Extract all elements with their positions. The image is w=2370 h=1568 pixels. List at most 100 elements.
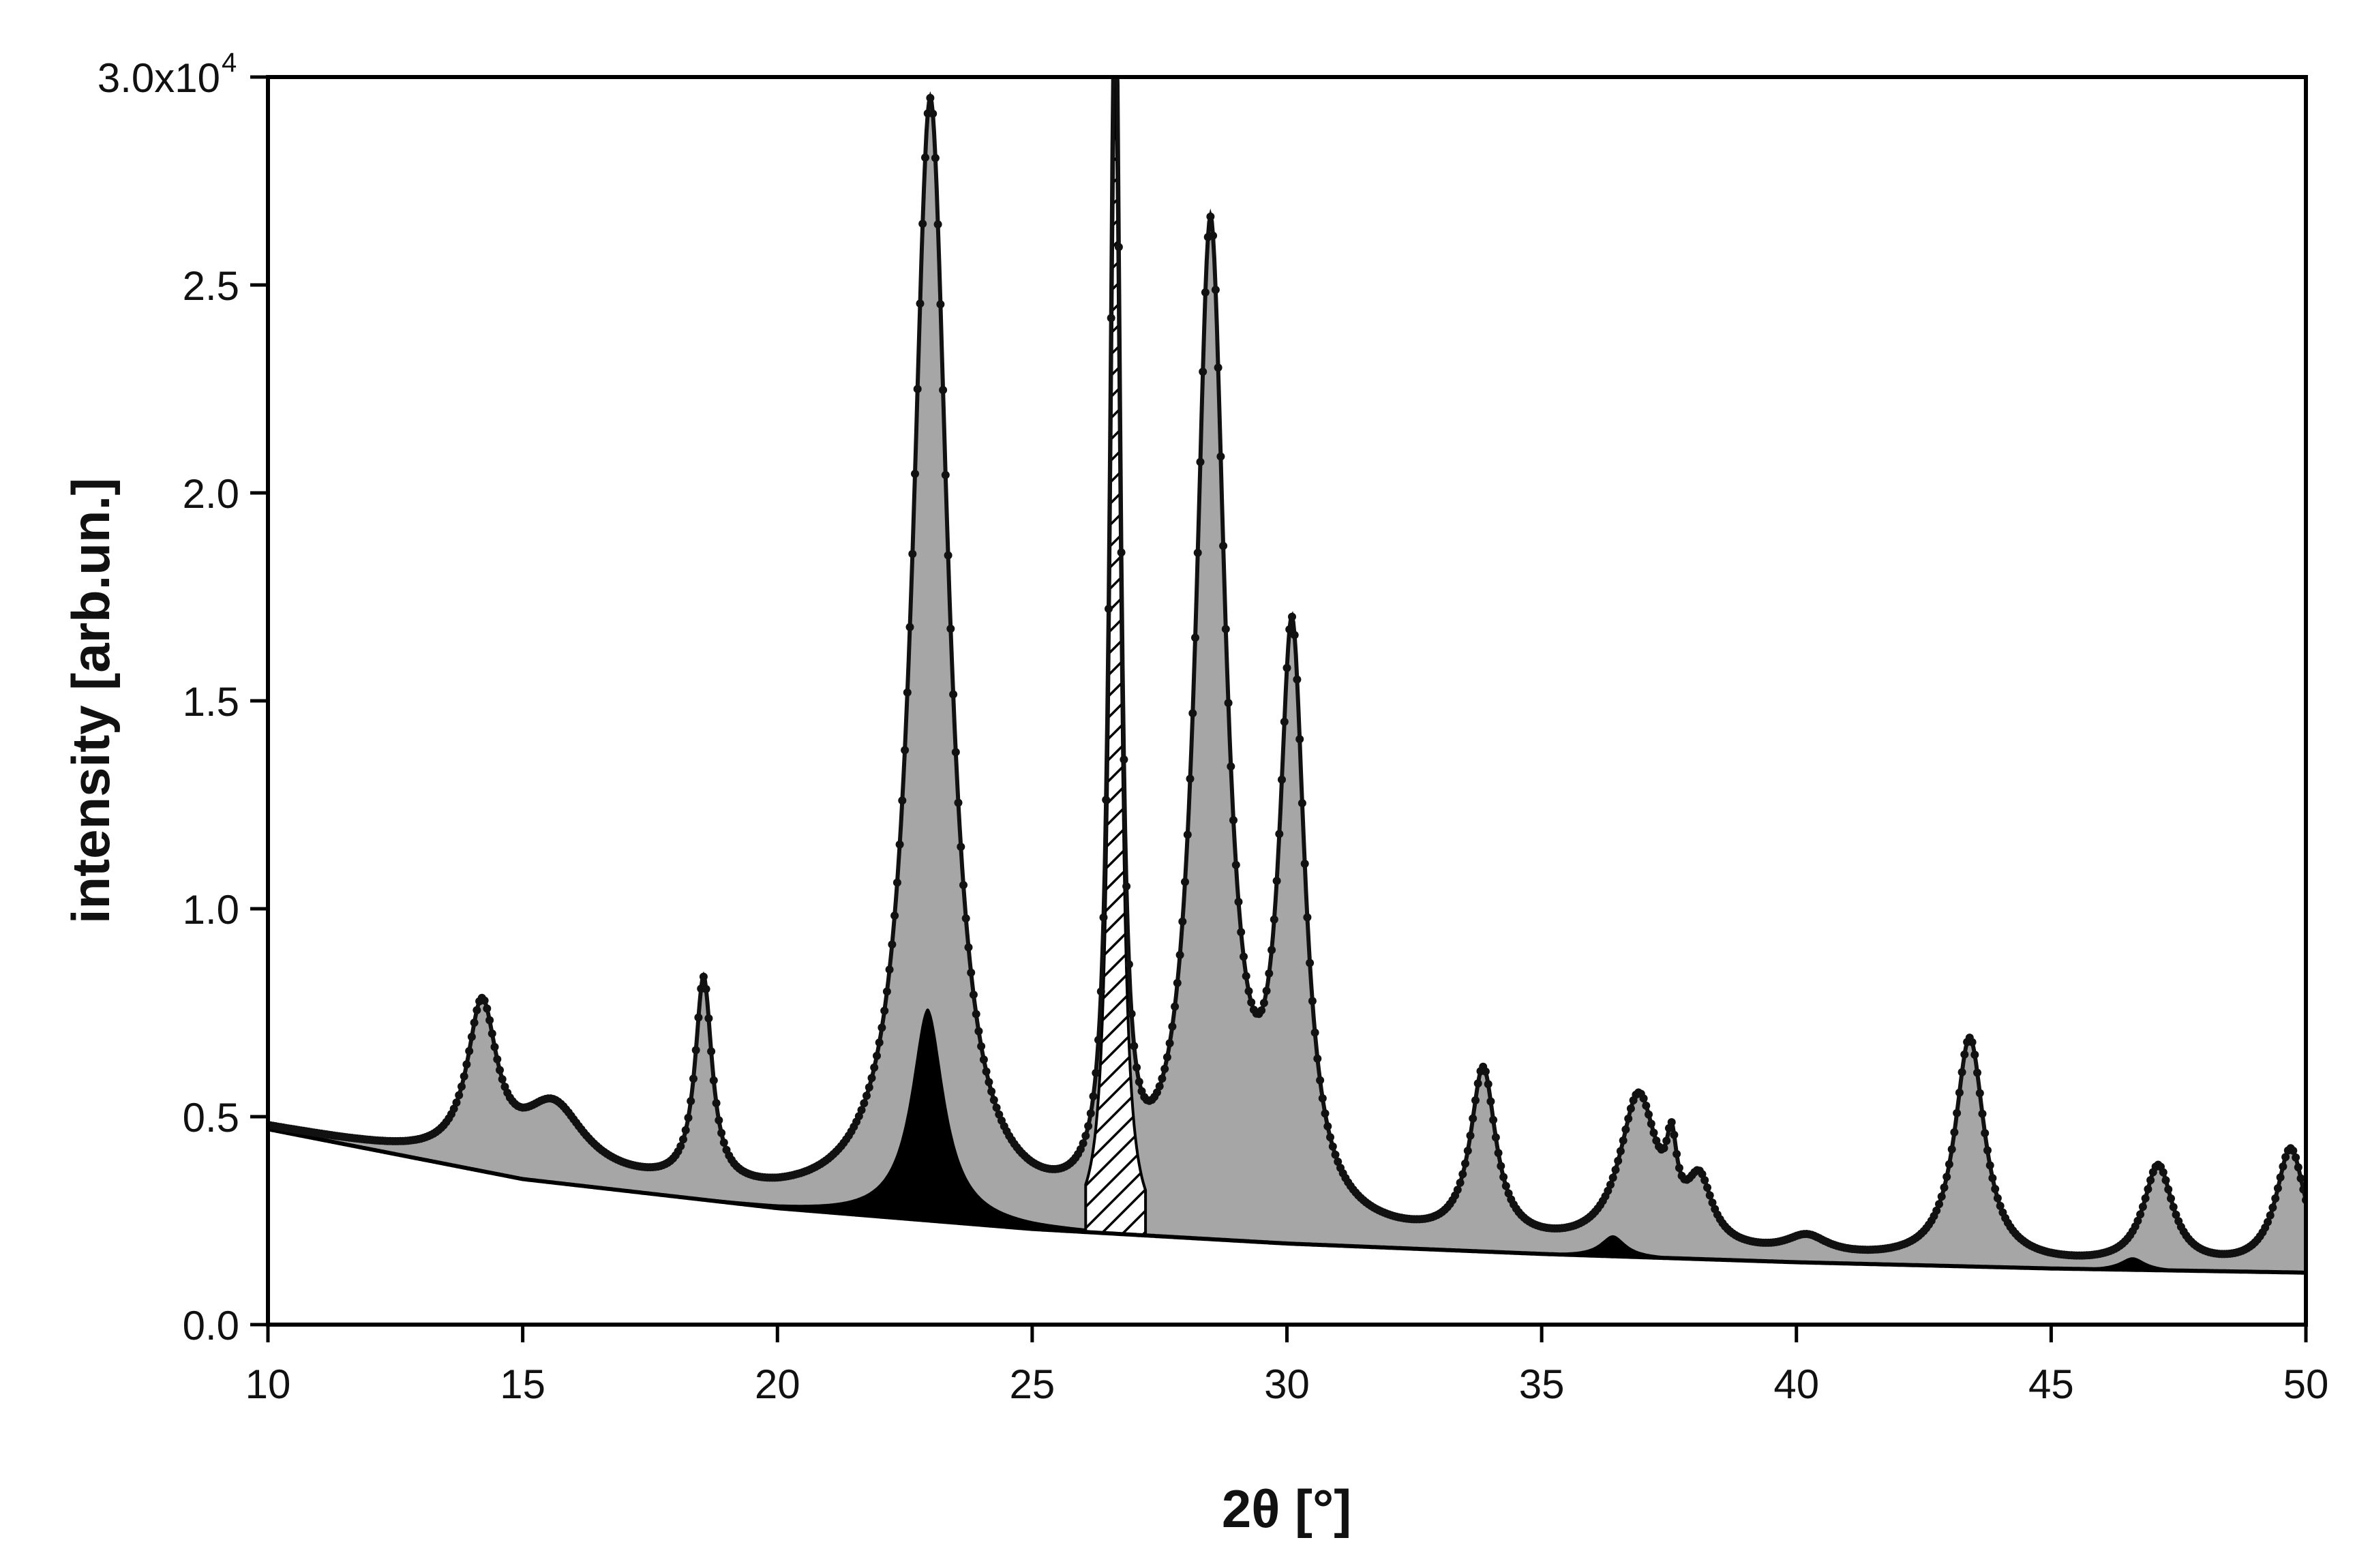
observed-point (1160, 1064, 1169, 1073)
observed-point (1978, 1109, 1987, 1118)
observed-point (452, 1098, 461, 1107)
observed-point (1124, 960, 1133, 969)
observed-point (898, 796, 907, 805)
observed-point (1109, 31, 1118, 40)
observed-point (882, 987, 891, 996)
observed-point (2136, 1210, 2145, 1219)
observed-point (717, 1128, 726, 1137)
observed-point (862, 1091, 871, 1100)
observed-point (1957, 1068, 1966, 1076)
observed-point (1606, 1180, 1615, 1189)
observed-point (1275, 830, 1284, 839)
observed-point (1486, 1097, 1495, 1106)
observed-point (911, 470, 919, 478)
observed-point (1127, 1010, 1136, 1019)
observed-point (957, 843, 965, 851)
y-tick-label: 0.5 (183, 1095, 239, 1141)
x-tick-label: 15 (500, 1361, 545, 1407)
observed-point (1234, 897, 1243, 906)
observed-point (946, 624, 955, 633)
observed-point (1295, 735, 1304, 744)
x-tick-label: 40 (1773, 1361, 1819, 1407)
observed-point (901, 746, 910, 755)
observed-point (1626, 1104, 1635, 1113)
x-axis-title: 2θ [°] (1222, 1479, 1351, 1539)
observed-point (1105, 605, 1113, 613)
observed-point (1501, 1181, 1510, 1190)
observed-point (1153, 1088, 1161, 1097)
observed-point (1466, 1131, 1475, 1140)
observed-point (460, 1072, 468, 1081)
observed-point (939, 386, 948, 395)
observed-point (472, 1006, 481, 1014)
observed-point (877, 1023, 886, 1032)
observed-point (493, 1055, 502, 1064)
observed-point (1130, 1042, 1139, 1051)
observed-point (1290, 631, 1299, 639)
observed-point (470, 1019, 479, 1027)
observed-point (1175, 950, 1184, 959)
observed-point (1171, 1002, 1180, 1011)
observed-point (1310, 1028, 1319, 1037)
observed-point (485, 1016, 494, 1025)
x-tick-label: 30 (1264, 1361, 1310, 1407)
observed-point (1705, 1191, 1714, 1200)
observed-point (1221, 624, 1230, 633)
observed-point (1321, 1109, 1330, 1118)
y-tick-label: 0.0 (183, 1303, 239, 1348)
observed-point (1328, 1142, 1337, 1151)
observed-point (1953, 1109, 1962, 1117)
observed-point (1660, 1144, 1668, 1153)
observed-point (1288, 612, 1296, 621)
observed-point (987, 1087, 996, 1096)
observed-point (2289, 1146, 2298, 1155)
observed-point (1456, 1178, 1465, 1187)
observed-point (1473, 1079, 1482, 1088)
observed-point (455, 1091, 464, 1100)
observed-point (982, 1067, 991, 1076)
observed-point (1196, 457, 1205, 466)
observed-point (1313, 1054, 1322, 1063)
observed-point (913, 385, 922, 393)
observed-point (1303, 913, 1312, 922)
observed-point (1089, 1092, 1098, 1101)
observed-point (2281, 1153, 2290, 1162)
observed-point (1092, 1068, 1100, 1077)
observed-point (974, 1027, 983, 1036)
observed-point (1975, 1089, 1984, 1098)
observed-point (944, 551, 952, 560)
observed-point (941, 470, 950, 479)
observed-point (1463, 1147, 1472, 1155)
observed-point (457, 1082, 466, 1091)
plot-area (268, 31, 2306, 1275)
observed-point (1268, 946, 1276, 954)
observed-point (1173, 978, 1182, 987)
observed-point (1675, 1164, 1683, 1173)
observed-point (1993, 1194, 2002, 1203)
observed-point (1112, 31, 1120, 40)
observed-point (2276, 1173, 2285, 1181)
observed-point (1703, 1183, 1711, 1192)
observed-point (2141, 1194, 2150, 1203)
observed-point (1471, 1096, 1480, 1104)
observed-point (992, 1103, 1001, 1112)
observed-point (1270, 915, 1278, 924)
observed-point (1193, 548, 1202, 557)
observed-point (689, 1074, 698, 1083)
observed-point (1642, 1101, 1651, 1110)
observed-point (699, 972, 708, 981)
observed-point (995, 1110, 1004, 1119)
observed-point (888, 940, 897, 949)
observed-point (2159, 1168, 2168, 1177)
observed-point (1670, 1130, 1679, 1139)
observed-point (1649, 1128, 1658, 1137)
observed-point (1211, 286, 1220, 295)
observed-point (1300, 860, 1309, 868)
observed-point (1306, 959, 1315, 967)
observed-point (1285, 625, 1294, 634)
observed-point (1469, 1114, 1478, 1123)
observed-point (1499, 1173, 1508, 1181)
observed-point (873, 1051, 881, 1060)
observed-point (1973, 1068, 1981, 1077)
observed-point (679, 1135, 687, 1144)
